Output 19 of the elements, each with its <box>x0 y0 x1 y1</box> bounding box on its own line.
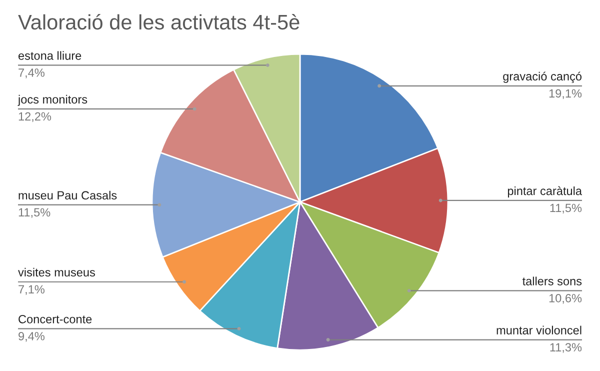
slice-label: visites museus <box>18 268 95 277</box>
data-label: 12,2% <box>18 112 52 122</box>
data-label: 19,1% <box>549 89 582 99</box>
data-label: 11,5% <box>18 208 50 218</box>
slice-label: estona lliure <box>18 51 82 60</box>
data-label: 7,1% <box>18 285 44 295</box>
slice-label: pintar caràtula <box>508 186 582 198</box>
slice-label: gravació cançó <box>503 72 582 83</box>
data-label: 11,5% <box>550 204 582 214</box>
data-label: 9,4% <box>18 332 44 342</box>
slice-label: Concert-conte <box>18 314 92 324</box>
slice-label: tallers sons <box>522 276 582 286</box>
data-label: 11,3% <box>550 343 582 353</box>
slice-label: museu Pau Casals <box>18 190 117 200</box>
chart-title: Valoració de les activtats 4t-5è <box>18 14 300 30</box>
slice-label: muntar violoncel <box>496 326 582 334</box>
data-label: 10,6% <box>549 294 582 304</box>
data-label: 7,4% <box>18 68 44 78</box>
slice-label: jocs monitors <box>18 94 88 106</box>
